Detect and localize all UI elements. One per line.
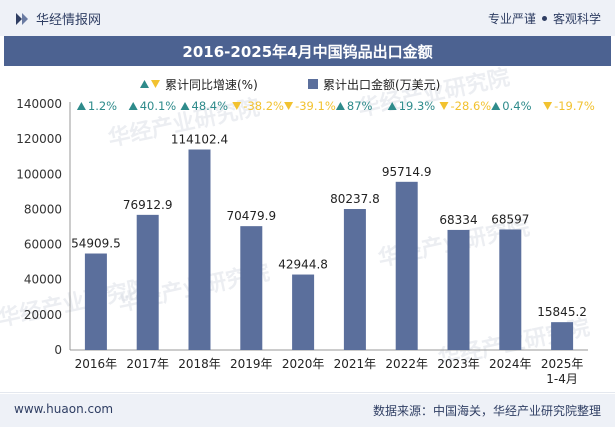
bar [395,181,418,350]
footer-divider [0,392,615,393]
y-tick-label: 120000 [16,132,62,146]
tagline-left: 专业严谨 [487,12,536,26]
y-tick-label: 60000 [24,238,62,252]
watermark-text: 华经产业研究院 [356,66,512,122]
growth-value-label: -39.1% [295,99,336,113]
growth-up-triangle-icon [387,102,397,110]
bar-value-label: 95714.9 [382,165,432,179]
watermark-text: 华经产业研究院 [0,274,152,331]
tagline: 专业严谨 客观科学 [488,10,601,27]
bar-value-label: 54909.5 [71,237,121,251]
bar-value-label: 42944.8 [278,258,328,272]
bar-value-label: 80237.8 [330,192,380,206]
y-tick-label: 20000 [24,308,62,322]
y-tick-label: 100000 [16,167,62,181]
legend-up-triangle-icon [140,80,149,88]
bar [188,149,211,350]
chart: 华经产业研究院华经产业研究院华经产业研究院华经产业研究院华经产业研究院华经产业研… [0,66,595,386]
bar-value-label: 68334 [439,213,477,227]
growth-up-triangle-icon [76,102,86,110]
y-tick-label: 140000 [16,97,62,111]
growth-up-triangle-icon [128,102,138,110]
bar [447,229,470,350]
bar [292,274,315,350]
growth-value-label: -28.6% [451,99,492,113]
growth-down-triangle-icon [439,102,449,110]
x-tick-label: 2021年 [334,357,377,371]
bar-value-label: 15845.2 [537,305,587,319]
legend-bar-label: 累计出口金额(万美元) [323,77,440,92]
footer-website[interactable]: www.huaon.com [14,402,114,416]
bar-value-label: 68597 [491,212,529,226]
brand[interactable]: 华经情报网 [14,9,101,28]
x-tick-label: 2022年 [385,357,428,371]
x-tick-label: 2023年 [437,357,480,371]
tagline-dot-icon [541,16,547,21]
x-tick-label: 2024年 [489,357,532,371]
growth-down-triangle-icon [232,102,242,110]
brand-name: 华经情报网 [36,13,102,28]
bar [240,226,263,350]
growth-up-triangle-icon [180,102,190,110]
footer: www.huaon.com 数据来源：中国海关，华经产业研究院整理 [0,394,615,427]
growth-value-label: 19.3% [399,99,436,113]
growth-value-label: 40.1% [140,99,177,113]
bar [136,214,159,350]
chart-title: 2016-2025年4月中国钨品出口金额 [4,36,611,66]
growth-value-label: 87% [347,99,373,113]
bar [343,209,366,350]
bar-value-label: 70479.9 [226,209,276,223]
bar-value-label: 76912.9 [123,198,173,212]
legend-bar-swatch [308,79,318,89]
x-tick-label: 2016年 [75,357,118,371]
tagline-right: 客观科学 [552,12,601,26]
growth-up-triangle-icon [491,102,501,110]
x-tick-label: 2025年 [541,357,584,371]
x-tick-label: 2019年 [230,357,273,371]
bar [551,322,574,350]
growth-value-label: -38.2% [243,99,284,113]
y-tick-label: 0 [54,343,62,357]
growth-value-label: 0.4% [502,99,531,113]
growth-value-label: 48.4% [192,99,229,113]
x-tick-label: 2017年 [126,357,169,371]
x-tick-label: 2018年 [178,357,221,371]
growth-up-triangle-icon [335,102,345,110]
legend-down-triangle-icon [151,80,160,88]
legend-growth-label: 累计同比增速(%) [165,78,258,92]
bar [84,253,107,350]
bar [499,229,522,350]
x-tick-label: 2020年 [282,357,325,371]
top-bar: 华经情报网 专业严谨 客观科学 [0,0,615,36]
growth-down-triangle-icon [543,102,553,110]
x-tick-label: 1-4月 [546,372,578,386]
brand-logo-icon [16,12,28,25]
footer-source: 数据来源：中国海关，华经产业研究院整理 [372,404,601,418]
y-tick-label: 40000 [24,273,62,287]
bar-value-label: 114102.4 [171,133,228,147]
growth-value-label: -19.7% [554,99,595,113]
growth-value-label: 1.2% [88,99,117,113]
growth-down-triangle-icon [284,102,294,110]
y-tick-label: 80000 [24,202,62,216]
